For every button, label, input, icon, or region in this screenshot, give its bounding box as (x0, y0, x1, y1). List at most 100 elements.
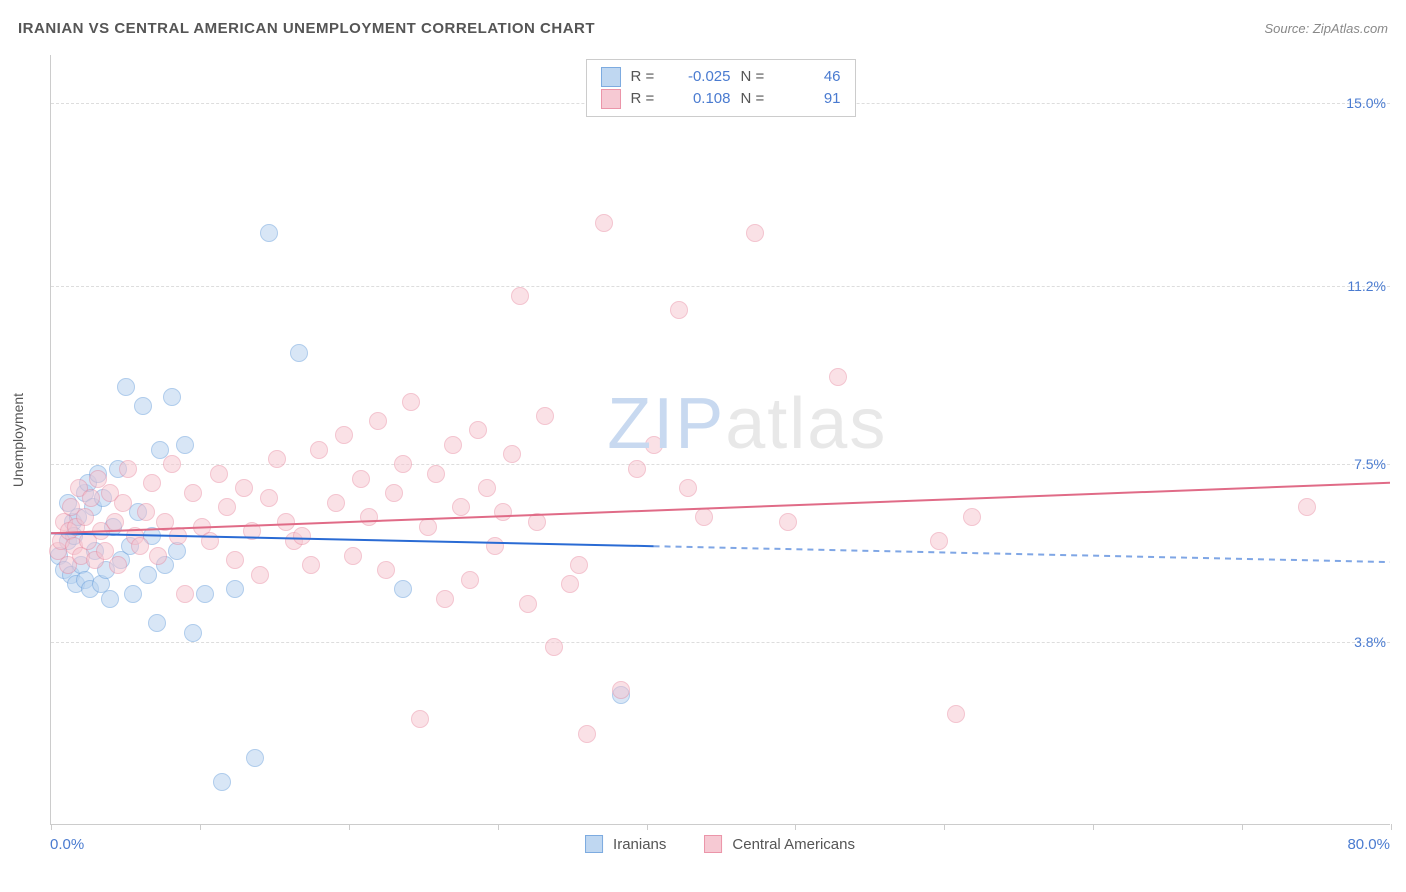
legend-n-label: N = (741, 88, 773, 110)
scatter-point (645, 436, 663, 454)
scatter-point (478, 479, 496, 497)
scatter-point (235, 479, 253, 497)
scatter-point (176, 436, 194, 454)
scatter-point (226, 580, 244, 598)
y-tick-label: 7.5% (1354, 456, 1392, 472)
scatter-point (163, 388, 181, 406)
scatter-point (461, 571, 479, 589)
scatter-point (139, 566, 157, 584)
swatch-series-1 (601, 89, 621, 109)
swatch-bottom-1 (704, 835, 722, 853)
scatter-point (670, 301, 688, 319)
legend-n-value-0: 46 (783, 66, 841, 88)
scatter-point (519, 595, 537, 613)
scatter-point (360, 508, 378, 526)
scatter-point (148, 614, 166, 632)
trend-lines (51, 55, 1390, 824)
y-tick-label: 15.0% (1346, 95, 1392, 111)
scatter-point (444, 436, 462, 454)
scatter-point (528, 513, 546, 531)
scatter-point (176, 585, 194, 603)
scatter-point (131, 537, 149, 555)
scatter-point (226, 551, 244, 569)
x-tick-mark (647, 824, 648, 830)
legend-series: Iranians Central Americans (585, 835, 855, 853)
scatter-point (82, 489, 100, 507)
scatter-point (369, 412, 387, 430)
scatter-point (109, 556, 127, 574)
x-axis-max-label: 80.0% (1347, 836, 1390, 853)
scatter-point (536, 407, 554, 425)
scatter-point (290, 344, 308, 362)
scatter-point (377, 561, 395, 579)
gridline (51, 464, 1390, 465)
scatter-point (251, 566, 269, 584)
scatter-point (561, 575, 579, 593)
scatter-point (119, 460, 137, 478)
scatter-point (124, 585, 142, 603)
gridline (51, 286, 1390, 287)
scatter-point (137, 503, 155, 521)
scatter-point (218, 498, 236, 516)
scatter-point (277, 513, 295, 531)
source-label: Source: ZipAtlas.com (1264, 21, 1388, 36)
scatter-point (679, 479, 697, 497)
scatter-point (578, 725, 596, 743)
scatter-point (545, 638, 563, 656)
scatter-point (427, 465, 445, 483)
scatter-point (344, 547, 362, 565)
x-axis-min-label: 0.0% (50, 836, 84, 853)
chart-title: IRANIAN VS CENTRAL AMERICAN UNEMPLOYMENT… (18, 20, 595, 37)
legend-n-label: N = (741, 66, 773, 88)
swatch-bottom-0 (585, 835, 603, 853)
scatter-point (243, 522, 261, 540)
scatter-point (394, 580, 412, 598)
x-tick-mark (1242, 824, 1243, 830)
scatter-point (213, 773, 231, 791)
scatter-point (628, 460, 646, 478)
scatter-point (268, 450, 286, 468)
scatter-point (106, 513, 124, 531)
scatter-point (411, 710, 429, 728)
legend-row-0: R = -0.025 N = 46 (601, 66, 841, 88)
x-tick-mark (944, 824, 945, 830)
scatter-point (930, 532, 948, 550)
scatter-point (1298, 498, 1316, 516)
scatter-point (117, 378, 135, 396)
watermark-a: ZIP (607, 384, 725, 464)
chart-area: ZIPatlas R = -0.025 N = 46 R = 0.108 N =… (50, 55, 1390, 825)
plot-region: ZIPatlas R = -0.025 N = 46 R = 0.108 N =… (50, 55, 1390, 825)
scatter-point (494, 503, 512, 521)
scatter-point (335, 426, 353, 444)
scatter-point (394, 455, 412, 473)
x-tick-mark (200, 824, 201, 830)
scatter-point (201, 532, 219, 550)
watermark-b: atlas (725, 384, 887, 464)
scatter-point (452, 498, 470, 516)
legend-r-label: R = (631, 66, 663, 88)
scatter-point (486, 537, 504, 555)
scatter-point (829, 368, 847, 386)
legend-correlation: R = -0.025 N = 46 R = 0.108 N = 91 (586, 59, 856, 117)
x-tick-mark (498, 824, 499, 830)
scatter-point (612, 681, 630, 699)
scatter-point (149, 547, 167, 565)
scatter-point (96, 542, 114, 560)
x-tick-mark (51, 824, 52, 830)
x-tick-mark (1391, 824, 1392, 830)
x-tick-mark (1093, 824, 1094, 830)
x-tick-mark (795, 824, 796, 830)
scatter-point (746, 224, 764, 242)
scatter-point (246, 749, 264, 767)
x-tick-mark (349, 824, 350, 830)
scatter-point (101, 590, 119, 608)
scatter-point (293, 527, 311, 545)
scatter-point (595, 214, 613, 232)
scatter-point (327, 494, 345, 512)
scatter-point (156, 513, 174, 531)
legend-row-1: R = 0.108 N = 91 (601, 88, 841, 110)
scatter-point (352, 470, 370, 488)
scatter-point (503, 445, 521, 463)
scatter-point (310, 441, 328, 459)
scatter-point (570, 556, 588, 574)
